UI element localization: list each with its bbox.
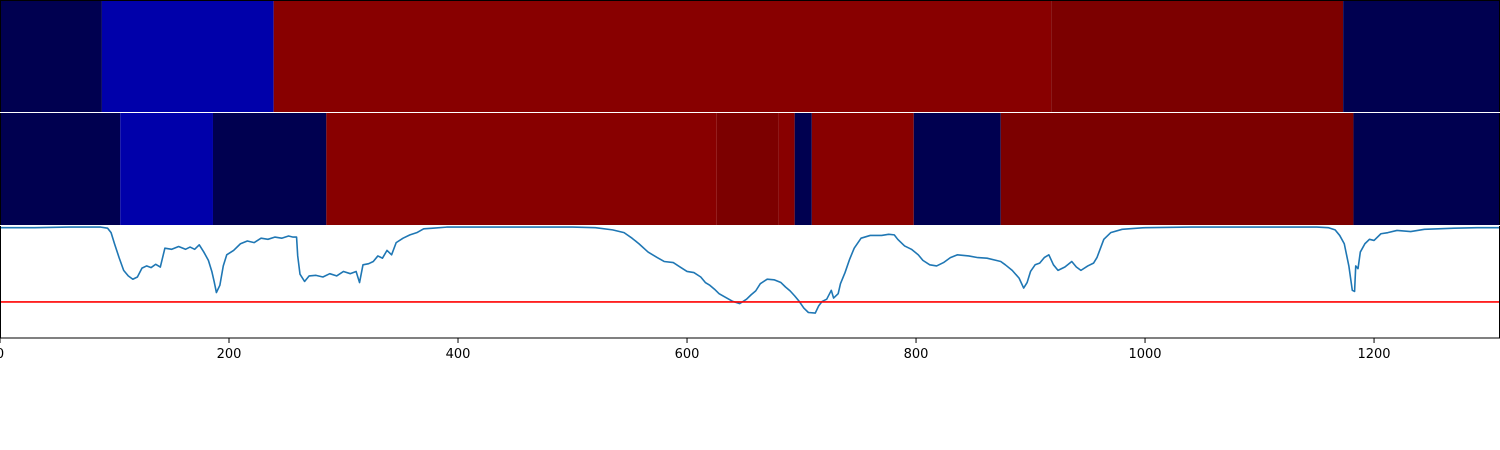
strip-1-segment-3 xyxy=(1051,0,1344,112)
strip-2-segment-8 xyxy=(913,113,1001,225)
strip-2-segment-10 xyxy=(1353,113,1500,225)
x-tick-label-2: 400 xyxy=(446,347,471,362)
x-tick-label-5: 1000 xyxy=(1128,347,1161,362)
signal-background xyxy=(0,226,1500,338)
strip-1-segment-0 xyxy=(0,0,102,112)
strip-2-segment-7 xyxy=(811,113,914,225)
x-tick-label-3: 600 xyxy=(675,347,700,362)
x-axis: 0 200 400 600 800 1000 1200 xyxy=(0,338,1391,362)
strip-2-segment-1 xyxy=(120,113,213,225)
x-tick-label-4: 800 xyxy=(904,347,929,362)
x-tick-label-6: 1200 xyxy=(1357,347,1390,362)
state-strip-middle xyxy=(0,113,1500,225)
strip-1-segment-4 xyxy=(1343,0,1500,112)
x-tick-label-0: 0 xyxy=(0,347,4,362)
strip-2-segment-3 xyxy=(326,113,717,225)
strip-2-segment-6 xyxy=(794,113,812,225)
strip-2-segment-4 xyxy=(716,113,779,225)
x-tick-label-1: 200 xyxy=(217,347,242,362)
strip-2-segment-2 xyxy=(212,113,327,225)
state-strip-top xyxy=(0,0,1500,112)
signal-panel xyxy=(0,0,1500,339)
strip-1-segment-1 xyxy=(101,0,274,112)
strip-2-segment-0 xyxy=(0,113,121,225)
strip-2-segment-5 xyxy=(778,113,795,225)
strip-1-segment-2 xyxy=(273,0,1052,112)
strip-2-segment-9 xyxy=(1000,113,1354,225)
